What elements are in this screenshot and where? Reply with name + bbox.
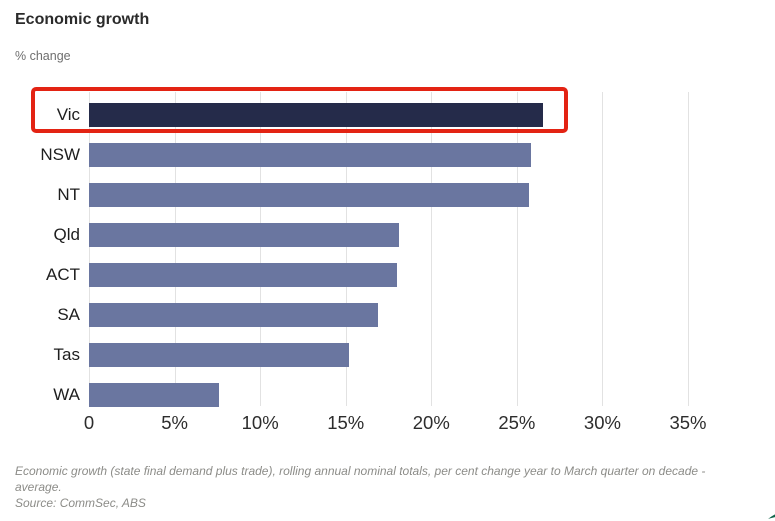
x-axis: 0 5% 10% 15% 20% 25% 30% 35%	[84, 412, 707, 442]
bar-track	[89, 183, 688, 207]
x-tick-label: 25%	[498, 412, 536, 433]
footnote-text: Economic growth (state final demand plus…	[15, 464, 706, 494]
bar-nsw	[89, 143, 531, 167]
bar-track	[89, 223, 688, 247]
highlight-box	[31, 87, 568, 133]
bar-sa	[89, 303, 379, 327]
x-tick-label: 30%	[583, 412, 621, 433]
bar-vic	[89, 103, 543, 127]
gridline	[431, 92, 433, 406]
category-label: SA	[57, 305, 80, 324]
bar-row-nt: NT	[0, 175, 700, 215]
gridlines	[89, 92, 689, 406]
bar-track	[89, 383, 688, 407]
bar-track	[89, 303, 688, 327]
x-tick-label: 0	[83, 412, 95, 433]
chart-footnote: Economic growth (state final demand plus…	[15, 463, 720, 511]
bar-row-tas: Tas	[0, 335, 700, 375]
bar-row-sa: SA	[0, 295, 700, 335]
category-label: NT	[57, 185, 80, 204]
gridline	[345, 92, 347, 406]
category-label: Vic	[56, 105, 80, 124]
page-title: Economic growth	[15, 11, 150, 28]
gridline	[260, 92, 262, 406]
bar-row-wa: WA	[0, 375, 700, 415]
globe-logo-svg	[744, 507, 775, 521]
bar-wa	[89, 383, 220, 407]
x-tick-label: 15%	[327, 412, 365, 433]
category-label: Tas	[53, 345, 80, 364]
category-label: Qld	[53, 225, 80, 244]
bar-nt	[89, 183, 529, 207]
bar-qld	[89, 223, 399, 247]
gridline	[174, 92, 176, 406]
partial-logo-icon	[744, 507, 775, 521]
bar-track	[89, 343, 688, 367]
gridline	[89, 92, 90, 406]
x-tick-label: 10%	[241, 412, 279, 433]
bar-row-act: ACT	[0, 255, 700, 295]
source-text: Source: CommSec, ABS	[15, 496, 146, 510]
bar-row-nsw: NSW	[0, 135, 700, 175]
x-tick-label: 35%	[669, 412, 707, 433]
gridline	[602, 92, 604, 406]
bar-row-vic: Vic	[0, 95, 700, 135]
gridline	[688, 92, 689, 406]
axis-unit-label: % change	[15, 49, 71, 63]
bar-act	[89, 263, 398, 287]
bar-row-qld: Qld	[0, 215, 700, 255]
bar-rows: Vic NSW NT Qld ACT SA Tas WA	[0, 95, 700, 415]
x-tick-label: 5%	[161, 412, 188, 433]
gridline	[516, 92, 518, 406]
category-label: NSW	[40, 145, 80, 164]
category-label: WA	[53, 385, 80, 404]
bar-track	[89, 143, 688, 167]
bar-track	[89, 103, 688, 127]
logo-stripe	[744, 507, 775, 521]
x-tick-label: 20%	[412, 412, 450, 433]
bar-tas	[89, 343, 350, 367]
category-label: ACT	[46, 265, 80, 284]
bar-track	[89, 263, 688, 287]
